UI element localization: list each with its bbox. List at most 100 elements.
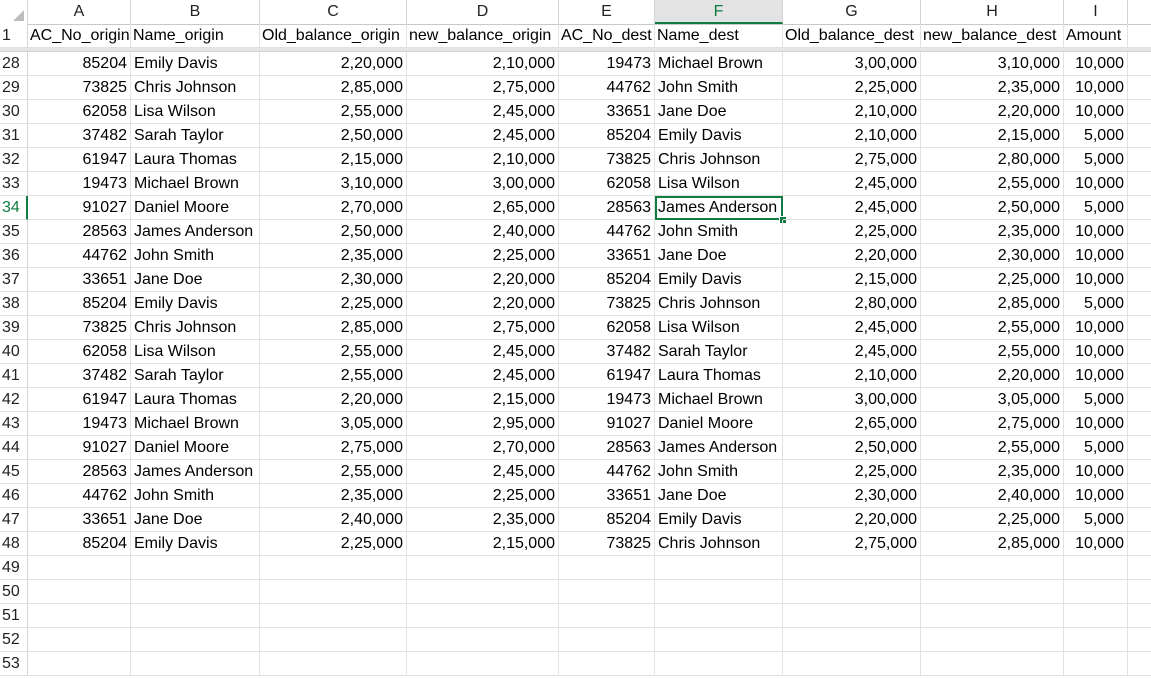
grid-cell[interactable]: 2,20,000 [921,100,1064,124]
grid-cell[interactable]: 85204 [28,52,131,76]
grid-cell[interactable]: 2,55,000 [921,340,1064,364]
grid-cell[interactable] [1128,580,1151,604]
grid-cell[interactable] [407,580,559,604]
grid-cell[interactable]: 2,50,000 [921,196,1064,220]
grid-cell[interactable]: Emily Davis [655,508,783,532]
grid-cell[interactable] [1128,76,1151,100]
grid-cell[interactable]: 2,25,000 [783,220,921,244]
grid-cell[interactable] [1128,532,1151,556]
grid-cell[interactable] [260,556,407,580]
grid-cell[interactable] [1128,220,1151,244]
grid-cell[interactable] [1064,580,1128,604]
frozen-pane-divider[interactable] [0,48,1151,52]
grid-cell[interactable]: 2,45,000 [783,196,921,220]
grid-cell[interactable]: 2,55,000 [921,316,1064,340]
grid-cell[interactable] [1128,124,1151,148]
grid-cell[interactable]: 2,75,000 [260,436,407,460]
grid-cell[interactable]: 2,40,000 [921,484,1064,508]
grid-cell[interactable]: 2,20,000 [407,268,559,292]
grid-cell[interactable]: 5,000 [1064,436,1128,460]
grid-cell[interactable]: 91027 [559,412,655,436]
grid-cell[interactable]: Sarah Taylor [131,124,260,148]
grid-cell[interactable]: 2,25,000 [783,76,921,100]
grid-cell[interactable]: 2,10,000 [407,148,559,172]
grid-cell[interactable]: James Anderson [131,220,260,244]
grid-cell[interactable] [260,652,407,676]
grid-cell[interactable]: John Smith [655,460,783,484]
grid-cell[interactable]: 37482 [28,124,131,148]
grid-cell[interactable] [1128,24,1151,48]
grid-cell[interactable] [131,652,260,676]
grid-cell[interactable]: 2,85,000 [260,316,407,340]
grid-cell[interactable]: 2,75,000 [407,316,559,340]
grid-cell[interactable] [559,556,655,580]
grid-cell[interactable] [1128,628,1151,652]
grid-cell[interactable]: 2,30,000 [921,244,1064,268]
grid-cell[interactable]: 2,15,000 [260,148,407,172]
row-header[interactable]: 34 [0,196,28,220]
grid-cell[interactable]: 33651 [559,100,655,124]
grid-cell[interactable] [921,580,1064,604]
grid-cell[interactable]: 2,35,000 [260,244,407,268]
grid-cell[interactable]: 85204 [28,292,131,316]
grid-cell[interactable]: 73825 [28,316,131,340]
column-title-cell[interactable]: AC_No_dest [559,24,655,48]
grid-cell[interactable]: 2,85,000 [921,532,1064,556]
row-header[interactable]: 47 [0,508,28,532]
grid-cell[interactable]: Sarah Taylor [131,364,260,388]
grid-cell[interactable] [131,556,260,580]
grid-cell[interactable]: 61947 [28,148,131,172]
grid-cell[interactable] [1128,436,1151,460]
grid-cell[interactable]: 2,25,000 [921,268,1064,292]
grid-cell[interactable]: 10,000 [1064,76,1128,100]
grid-cell[interactable]: 2,45,000 [407,460,559,484]
grid-cell[interactable]: 33651 [28,508,131,532]
column-header-g[interactable]: G [783,0,921,24]
grid-cell[interactable] [28,604,131,628]
grid-cell[interactable]: 5,000 [1064,124,1128,148]
grid-cell[interactable]: Laura Thomas [131,148,260,172]
grid-cell[interactable] [1128,292,1151,316]
grid-cell[interactable]: 2,65,000 [407,196,559,220]
column-title-cell[interactable]: new_balance_origin [407,24,559,48]
grid-cell[interactable]: 44762 [559,460,655,484]
grid-cell[interactable]: 33651 [28,268,131,292]
grid-cell[interactable]: 85204 [559,508,655,532]
column-title-cell[interactable]: AC_No_origin [28,24,131,48]
row-header[interactable]: 35 [0,220,28,244]
grid-cell[interactable] [1128,508,1151,532]
grid-cell[interactable]: John Smith [655,220,783,244]
grid-cell[interactable]: 2,75,000 [783,148,921,172]
grid-cell[interactable]: 2,50,000 [260,124,407,148]
grid-cell[interactable] [407,652,559,676]
grid-cell[interactable]: 2,20,000 [921,364,1064,388]
grid-cell[interactable] [1128,388,1151,412]
select-all-corner[interactable] [0,0,28,24]
grid-cell[interactable]: 2,50,000 [260,220,407,244]
grid-cell[interactable] [559,604,655,628]
grid-cell[interactable]: 19473 [28,412,131,436]
grid-cell[interactable]: 10,000 [1064,412,1128,436]
grid-cell[interactable] [783,580,921,604]
column-title-cell[interactable]: new_balance_dest [921,24,1064,48]
grid-cell[interactable]: 2,45,000 [407,364,559,388]
row-header[interactable]: 44 [0,436,28,460]
grid-cell[interactable]: 2,15,000 [407,532,559,556]
grid-cell[interactable]: 2,35,000 [921,220,1064,244]
grid-cell[interactable]: 2,10,000 [783,364,921,388]
grid-cell[interactable]: 2,75,000 [921,412,1064,436]
column-header-h[interactable]: H [921,0,1064,24]
grid-cell[interactable]: Emily Davis [655,268,783,292]
grid-cell[interactable] [559,652,655,676]
grid-cell[interactable] [1128,364,1151,388]
grid-cell[interactable]: 28563 [28,220,131,244]
grid-cell[interactable] [1128,100,1151,124]
grid-cell[interactable]: 62058 [28,340,131,364]
grid-cell[interactable]: 2,30,000 [783,484,921,508]
grid-cell[interactable]: Michael Brown [655,52,783,76]
row-header[interactable]: 43 [0,412,28,436]
grid-cell[interactable]: James Anderson [655,436,783,460]
row-header[interactable]: 32 [0,148,28,172]
grid-cell[interactable]: 2,15,000 [407,388,559,412]
grid-cell[interactable]: 2,95,000 [407,412,559,436]
